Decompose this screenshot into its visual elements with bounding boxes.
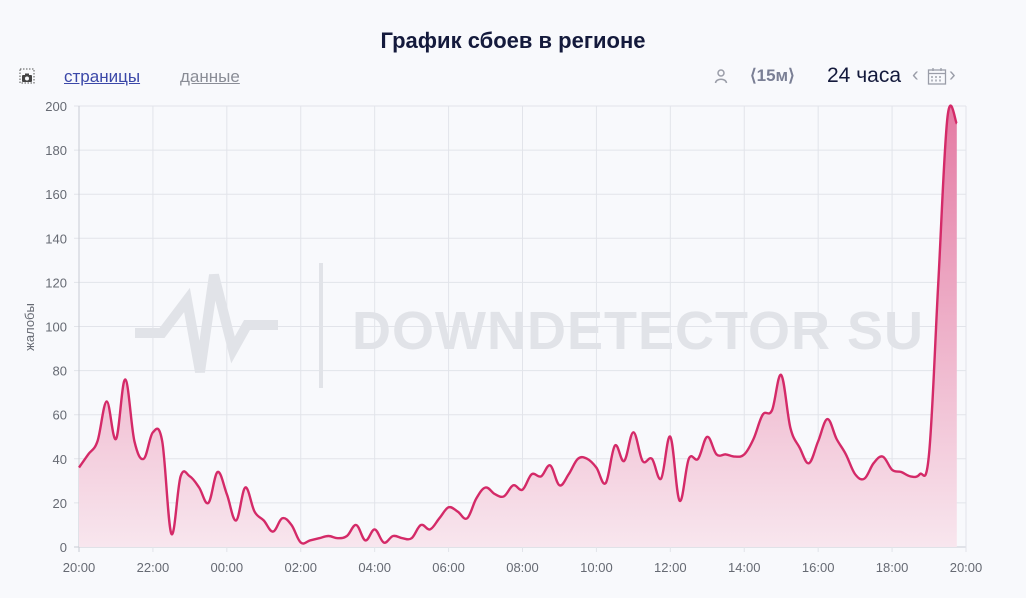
interval-selector[interactable]: ⟨15м⟩ xyxy=(750,66,795,85)
y-tick-label: 40 xyxy=(53,452,67,467)
x-axis: 20:00 22:00 00:00 02:00 04:00 06:00 08:00 10:00… xyxy=(63,560,983,575)
watermark: DOWNDETECTOR SU xyxy=(135,263,924,388)
next-range-button[interactable]: › xyxy=(949,64,956,86)
y-tick-label: 80 xyxy=(53,364,67,379)
tab-data[interactable]: данные xyxy=(180,67,240,86)
y-tick-label: 140 xyxy=(45,231,67,246)
y-tick-label: 100 xyxy=(45,320,67,335)
x-tick-label: 18:00 xyxy=(876,560,909,575)
range-label[interactable]: 24 часа xyxy=(827,64,901,87)
x-tick-label: 12:00 xyxy=(654,560,687,575)
svg-text:DOWNDETECTOR SU: DOWNDETECTOR SU xyxy=(352,301,924,361)
y-tick-label: 60 xyxy=(53,408,67,423)
x-tick-label: 16:00 xyxy=(802,560,835,575)
x-tick-label: 02:00 xyxy=(284,560,317,575)
camera-icon[interactable] xyxy=(19,68,35,84)
x-tick-label: 08:00 xyxy=(506,560,539,575)
x-tick-label: 04:00 xyxy=(358,560,391,575)
y-tick-label: 180 xyxy=(45,143,67,158)
x-tick-label: 20:00 xyxy=(950,560,983,575)
y-tick-label: 120 xyxy=(45,275,67,290)
x-tick-label: 06:00 xyxy=(432,560,465,575)
x-tick-label: 20:00 xyxy=(63,560,96,575)
chart-line xyxy=(78,104,958,545)
y-tick-label: 200 xyxy=(45,99,67,114)
prev-range-button[interactable]: ‹ xyxy=(912,64,919,86)
calendar-icon[interactable] xyxy=(927,67,947,85)
y-tick-label: 0 xyxy=(60,540,67,555)
x-tick-label: 22:00 xyxy=(137,560,170,575)
x-tick-label: 10:00 xyxy=(580,560,613,575)
x-tick-label: 14:00 xyxy=(728,560,761,575)
y-tick-label: 160 xyxy=(45,187,67,202)
chart-title: График сбоев в регионе xyxy=(380,28,646,53)
y-tick-label: 20 xyxy=(53,496,67,511)
x-tick-label: 00:00 xyxy=(211,560,244,575)
tab-pages[interactable]: страницы xyxy=(64,67,141,86)
y-axis: 0 20 40 60 80 100 120 140 160 180 200 xyxy=(45,99,67,555)
y-axis-label: жалобы xyxy=(22,303,37,351)
user-icon[interactable] xyxy=(713,68,729,84)
